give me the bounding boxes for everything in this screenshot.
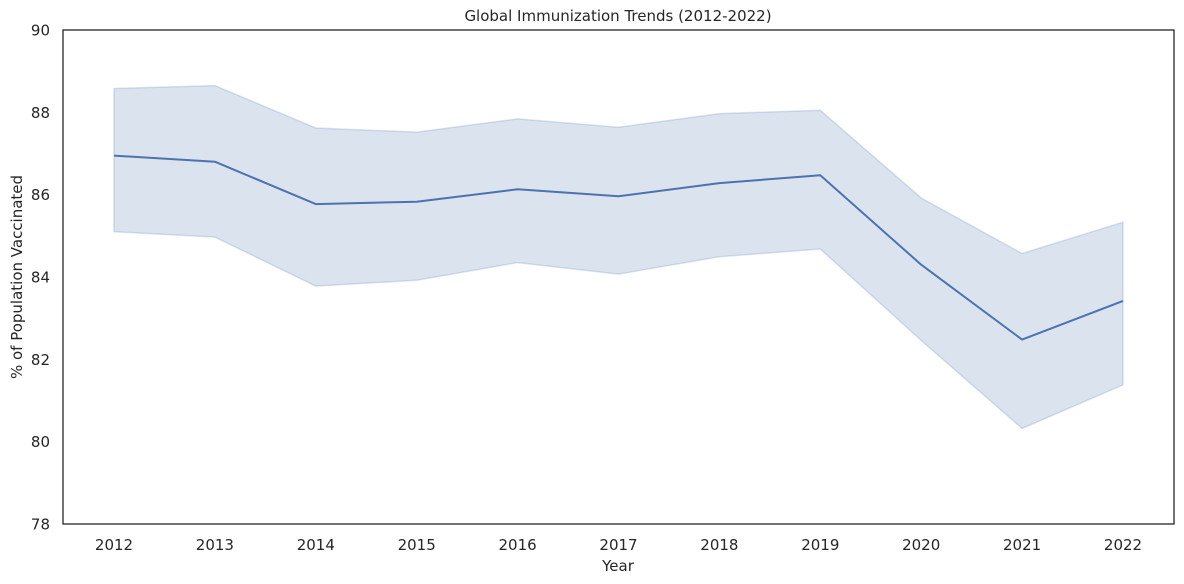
y-tick-label: 88 xyxy=(31,104,50,122)
x-tick-label: 2015 xyxy=(398,536,436,554)
plot-frame xyxy=(62,29,1175,525)
x-tick-label: 2012 xyxy=(95,536,133,554)
chart-title: Global Immunization Trends (2012-2022) xyxy=(464,7,771,25)
y-tick-label: 82 xyxy=(31,351,50,369)
y-tick-label: 90 xyxy=(31,22,50,40)
x-tick-label: 2019 xyxy=(801,536,839,554)
y-tick-label: 86 xyxy=(31,186,50,204)
x-tick-label: 2017 xyxy=(599,536,637,554)
x-tick-label: 2020 xyxy=(902,536,940,554)
x-tick-labels: 2012 2013 2014 2015 2016 2017 2018 2019 2020 2021… xyxy=(95,536,1142,554)
x-tick-label: 2014 xyxy=(297,536,335,554)
x-tick-label: 2021 xyxy=(1003,536,1041,554)
y-tick-label: 80 xyxy=(31,433,50,451)
series-line-layer xyxy=(113,154,1124,341)
confidence-band-layer xyxy=(113,84,1124,430)
y-tick-label: 78 xyxy=(31,516,50,534)
x-tick-label: 2018 xyxy=(700,536,738,554)
y-tick-label: 84 xyxy=(31,269,50,287)
x-tick-label: 2013 xyxy=(196,536,234,554)
y-axis-label: % of Population Vaccinated xyxy=(8,175,26,379)
y-tick-labels: 78 80 82 84 86 88 90 xyxy=(31,22,50,534)
confidence-band xyxy=(113,84,1124,430)
x-tick-label: 2016 xyxy=(499,536,537,554)
x-axis-label: Year xyxy=(601,557,635,575)
series-line xyxy=(113,154,1124,341)
x-tick-label: 2022 xyxy=(1104,536,1142,554)
